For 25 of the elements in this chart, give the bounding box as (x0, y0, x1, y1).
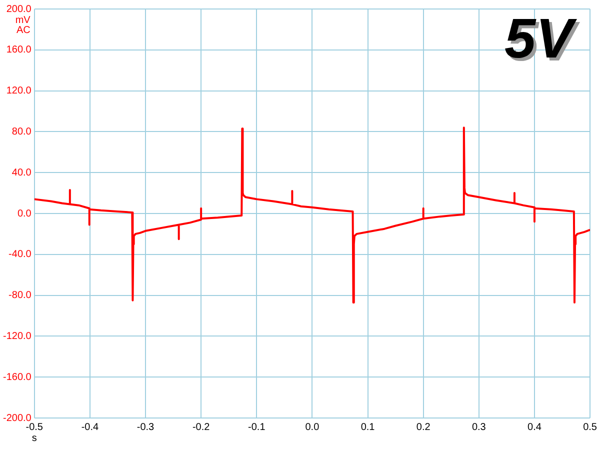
y-tick-label: 120.0 (6, 86, 32, 97)
y-tick-label: 0.0 (17, 208, 32, 220)
y-tick-label: 200.0 (6, 4, 32, 15)
x-tick-label: -0.3 (136, 422, 155, 433)
x-tick-label: -0.2 (192, 422, 210, 433)
x-axis-title: s (32, 432, 37, 444)
annotation: 5V (508, 9, 581, 72)
y-axis-title: mV AC (15, 14, 31, 36)
y-tick-label: -40.0 (8, 249, 32, 260)
x-tick-label: 0.2 (416, 422, 431, 433)
y-tick-label: -160.0 (2, 372, 32, 383)
x-tick-label: 0.0 (305, 422, 320, 433)
y-tick-label: 80.0 (12, 126, 32, 138)
x-tick-label: 0.1 (360, 422, 376, 433)
x-tick-label: 0.5 (583, 422, 598, 433)
x-tick-label: -0.4 (81, 422, 99, 433)
y-tick-label: 40.0 (12, 167, 32, 178)
y-tick-label: -200.0 (2, 412, 32, 424)
x-tick-label: -0.1 (248, 422, 266, 433)
x-tick-label: 0.4 (528, 422, 542, 433)
y-tick-label: 160.0 (6, 44, 32, 56)
x-tick-label: -0.5 (26, 422, 44, 433)
y-tick-label: -80.0 (8, 290, 32, 302)
x-tick-label: 0.3 (472, 422, 486, 433)
y-tick-label: -120.0 (2, 330, 32, 342)
